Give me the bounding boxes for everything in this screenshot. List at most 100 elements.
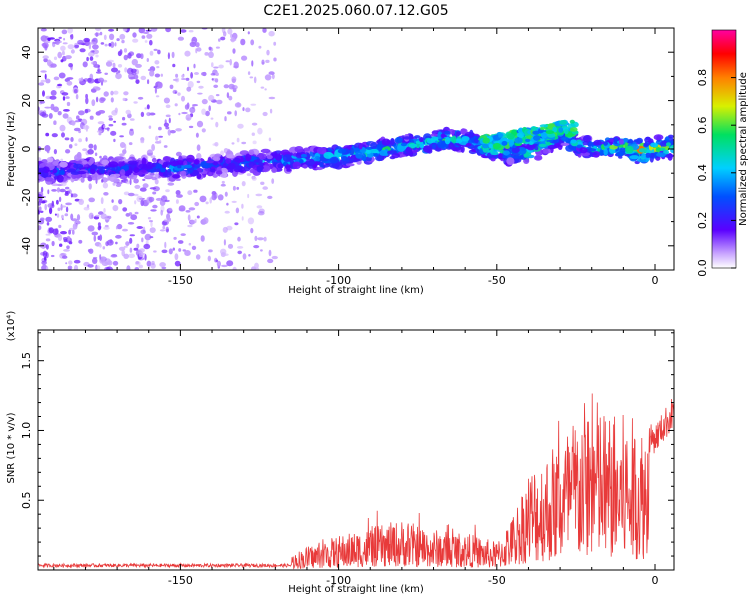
spectrogram-noise-blob <box>68 241 73 245</box>
spectrogram-ridge-blob <box>99 169 104 174</box>
spectrogram-noise-blob <box>54 213 57 216</box>
spectrogram-noise-blob <box>98 110 106 114</box>
spectrogram-noise-blob <box>136 53 142 59</box>
spectrogram-noise-blob <box>194 72 199 75</box>
spectrogram-noise-blob <box>64 137 70 141</box>
spectrogram-noise-blob <box>119 135 124 138</box>
spectrogram-ridge-blob <box>569 119 575 124</box>
spectrogram-noise-blobs <box>38 28 278 270</box>
spectrogram-noise-blob <box>71 120 76 126</box>
spectrogram-ridge-blob <box>59 161 68 168</box>
spectrogram-noise-blob <box>181 95 185 102</box>
y-tick-label: -40 <box>20 237 33 255</box>
spectrogram-noise-blob <box>215 94 220 97</box>
spectrogram-noise-blob <box>211 62 214 68</box>
spectrogram-noise-blob <box>65 262 68 265</box>
spectrogram-noise-blob <box>52 228 59 235</box>
spectrogram-noise-blob <box>59 124 66 132</box>
spectrogram-noise-blob <box>208 94 215 102</box>
spectrogram-noise-blob <box>260 249 263 252</box>
spectrogram-ridge-blob <box>162 171 172 178</box>
spectrogram-noise-blob <box>125 241 130 247</box>
colorbar-tick-label: 0.6 <box>696 116 709 134</box>
spectrogram-noise-blob <box>251 132 255 136</box>
spectrogram-ridge-blob <box>636 137 643 144</box>
spectrogram-noise-blob <box>157 49 161 55</box>
spectrogram-noise-blob <box>268 71 275 75</box>
spectrogram-ridge-blob <box>419 142 425 149</box>
spectrogram-ridge-blob <box>460 145 465 153</box>
spectrogram-noise-blob <box>112 182 116 186</box>
spectrogram-noise-blob <box>133 178 139 184</box>
spectrogram-ridge-blob <box>177 164 182 169</box>
spectrogram-noise-blob <box>193 63 196 69</box>
spectrogram-noise-blob <box>134 211 139 215</box>
spectrogram-y-ticks: -40 -20 0 20 40 <box>20 27 674 271</box>
spectrogram-noise-blob <box>114 107 118 114</box>
spectrogram-noise-blob <box>98 132 102 136</box>
spectrogram-noise-blob <box>122 97 126 101</box>
spectrogram-ridge-blob <box>127 167 132 176</box>
spectrogram-noise-blob <box>196 80 201 84</box>
spectrogram-noise-blob <box>73 264 79 270</box>
spectrogram-noise-blob <box>68 189 72 195</box>
spectrogram-noise-blob <box>150 209 157 212</box>
spectrogram-noise-blob <box>231 200 237 203</box>
spectrogram-noise-blob <box>95 54 99 58</box>
spectrogram-noise-blob <box>105 61 113 67</box>
spectrogram-noise-blob <box>88 197 95 203</box>
spectrogram-ridge-blob <box>172 174 181 179</box>
spectrogram-noise-blob <box>221 264 228 268</box>
spectrogram-noise-blob <box>237 250 242 255</box>
spectrogram-ridge-blob <box>516 132 525 138</box>
spectrogram-ridge-blob <box>452 147 458 152</box>
spectrogram-noise-blob <box>90 88 97 93</box>
spectrogram-ridge-blob <box>90 164 98 170</box>
spectrogram-noise-blob <box>83 206 90 211</box>
spectrogram-noise-blob <box>232 185 236 191</box>
spectrogram-ridge-blob <box>513 158 522 163</box>
spectrogram-ridge-blob <box>625 145 634 154</box>
spectrogram-ridge-blob <box>329 156 339 164</box>
spectrogram-noise-blob <box>169 84 174 90</box>
spectrogram-noise-blob <box>97 77 105 83</box>
spectrogram-noise-blob <box>117 70 121 73</box>
spectrogram-ridge-blob <box>248 149 255 156</box>
spectrogram-noise-blob <box>158 126 162 131</box>
spectrogram-noise-blob <box>211 191 217 196</box>
spectrogram-ridge-blob <box>609 145 618 150</box>
spectrogram-noise-blob <box>226 203 229 206</box>
spectrogram-noise-blob <box>143 243 151 250</box>
spectrogram-noise-blob <box>96 265 101 270</box>
spectrogram-ridge-blob <box>155 168 161 172</box>
spectrogram-ridge-blob <box>124 165 129 171</box>
spectrogram-ridge-blob <box>405 146 412 155</box>
spectrogram-noise-blob <box>241 141 247 145</box>
spectrogram-ridge-blob <box>46 157 54 163</box>
spectrogram-noise-blob <box>220 183 226 187</box>
spectrogram-ridge-blob <box>400 142 407 147</box>
spectrogram-noise-blob <box>150 28 158 32</box>
spectrogram-noise-blob <box>82 148 88 152</box>
snr-series-line <box>38 393 674 570</box>
spectrogram-noise-blob <box>50 63 57 68</box>
spectrogram-noise-blob <box>51 240 55 247</box>
spectrogram-noise-blob <box>104 72 108 76</box>
spectrogram-noise-blob <box>175 190 181 196</box>
spectrogram-noise-blob <box>144 107 147 110</box>
spectrogram-noise-blob <box>223 253 229 256</box>
spectrogram-noise-blob <box>227 111 232 115</box>
spectrogram-noise-blob <box>59 188 66 193</box>
spectrogram-ridge-blob <box>274 153 282 161</box>
spectrogram-ridge-blob <box>225 158 232 165</box>
spectrogram-noise-blob <box>109 33 115 40</box>
spectrogram-noise-blob <box>185 77 190 81</box>
spectrogram-noise-blob <box>38 201 42 206</box>
spectrogram-ridge-blob <box>379 149 389 156</box>
spectrogram-noise-blob <box>65 206 69 213</box>
spectrogram-ridge-blob <box>538 143 547 148</box>
spectrogram-ridge-blob <box>256 166 263 173</box>
spectrogram-noise-blob <box>165 104 171 109</box>
spectrogram-noise-blob <box>103 91 109 97</box>
spectrogram-noise-blob <box>99 234 103 241</box>
